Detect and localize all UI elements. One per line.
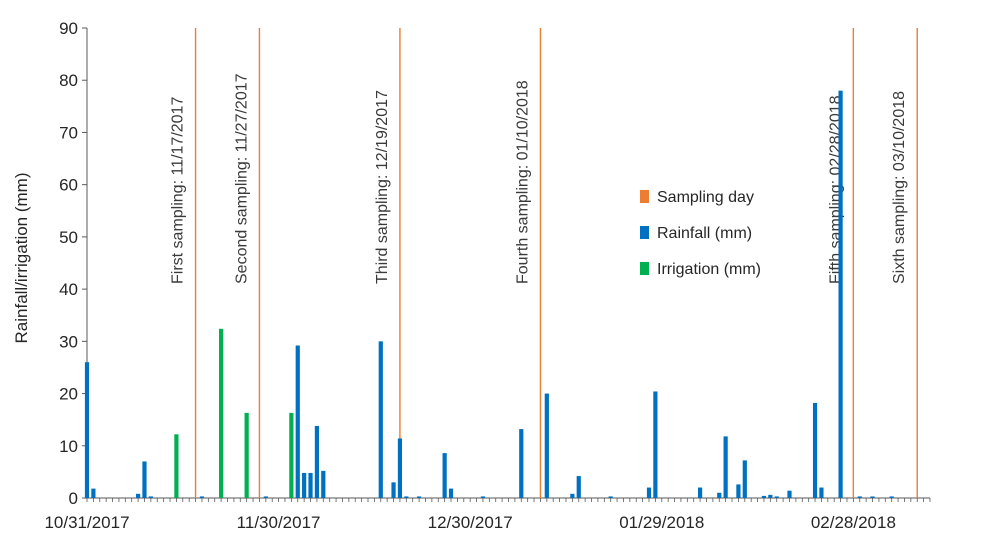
y-tick-label: 50	[59, 228, 78, 247]
rainfall-bar	[199, 496, 205, 498]
legend-swatch-sampling	[640, 190, 649, 203]
y-tick-label: 0	[69, 489, 78, 508]
rainfall-bar	[697, 487, 703, 498]
rainfall-bar	[448, 488, 454, 498]
y-axis-title: Rainfall/irrigation (mm)	[12, 173, 31, 344]
rainfall-bar	[302, 472, 307, 498]
rainfall-bar	[742, 460, 747, 498]
rainfall-bar	[142, 461, 147, 498]
x-tick-label: 10/31/2017	[44, 513, 129, 532]
sampling-day-label: Sixth sampling: 03/10/2018	[891, 91, 908, 284]
rainfall-bar	[480, 496, 486, 498]
legend-label-rainfall: Rainfall (mm)	[657, 225, 752, 242]
rainfall-bar	[404, 496, 409, 498]
rainfall-bar	[84, 362, 90, 498]
bars-layer	[84, 90, 894, 499]
legend-swatch-rainfall	[640, 226, 649, 239]
rainfall-bar	[314, 425, 320, 498]
rainfall-bar	[653, 391, 658, 498]
legend-swatch-irrigation	[640, 262, 649, 275]
rainfall-bar	[736, 484, 741, 498]
y-tick-label: 30	[59, 332, 78, 351]
x-tick-label: 11/30/2017	[237, 513, 321, 532]
rainfall-bar	[263, 496, 268, 498]
rainfall-bar	[378, 341, 383, 498]
irrigation-bar	[289, 412, 294, 498]
rainfall-bar	[768, 494, 773, 498]
rainfall-bar	[416, 496, 422, 498]
rainfall-bar	[857, 496, 862, 498]
sampling-lines-layer: First sampling: 11/17/2017 Second samplin…	[170, 28, 918, 498]
rainfall-bar	[717, 492, 722, 498]
rainfall-bar	[135, 493, 141, 498]
sampling-day-label: Fourth sampling: 01/10/2018	[514, 80, 531, 284]
sampling-day-label: Second sampling: 11/27/2017	[233, 73, 250, 284]
irrigation-bar	[174, 434, 179, 498]
rainfall-bar	[812, 402, 818, 498]
rainfall-bar	[774, 496, 779, 498]
legend-label-irrigation: Irrigation (mm)	[657, 261, 761, 278]
rainfall-bar	[838, 90, 843, 499]
ticks-layer: 0 10 20 30 40 50 60 70 80 90 10/31/2017 11/30/2017 1…	[44, 19, 895, 532]
y-tick-label: 80	[59, 71, 78, 90]
rainfall-bar	[576, 476, 581, 498]
legend-label-sampling: Sampling day	[657, 189, 754, 206]
rainfall-bar	[646, 487, 652, 498]
rainfall-bar	[91, 488, 96, 498]
rainfall-bar	[442, 453, 447, 498]
rainfall-bar	[787, 490, 792, 498]
rainfall-bar	[819, 487, 824, 498]
x-tick-label: 12/30/2017	[428, 513, 513, 532]
rainfall-bar	[308, 472, 313, 498]
rainfall-bar	[391, 482, 396, 498]
rainfall-bar	[519, 429, 524, 498]
y-tick-label: 70	[59, 123, 78, 142]
y-tick-label: 20	[59, 385, 78, 404]
rainfall-bar	[148, 496, 153, 498]
rainfall-bar	[761, 495, 767, 498]
rainfall-bar	[723, 436, 728, 498]
axes-layer	[82, 27, 931, 502]
y-tick-label: 10	[59, 437, 78, 456]
x-tick-label: 01/29/2018	[619, 513, 704, 532]
rainfall-bar	[889, 496, 894, 498]
y-tick-label: 90	[59, 19, 78, 38]
sampling-day-label: Third sampling: 12/19/2017	[374, 90, 391, 284]
rainfall-bar	[544, 393, 549, 498]
irrigation-bar	[244, 412, 249, 498]
rainfall-bar	[608, 496, 613, 498]
y-tick-label: 40	[59, 280, 78, 299]
y-tick-label: 60	[59, 176, 78, 195]
sampling-day-label: First sampling: 11/17/2017	[170, 97, 187, 284]
rainfall-bar	[295, 345, 300, 498]
legend: Sampling day Rainfall (mm) Irrigation (mm)	[640, 189, 761, 278]
rainfall-bar	[870, 496, 875, 498]
rainfall-bar	[397, 438, 403, 498]
rainfall-bar	[321, 470, 326, 498]
rainfall-bar	[570, 493, 575, 498]
irrigation-bar	[219, 328, 224, 498]
x-tick-label: 02/28/2018	[811, 513, 896, 532]
